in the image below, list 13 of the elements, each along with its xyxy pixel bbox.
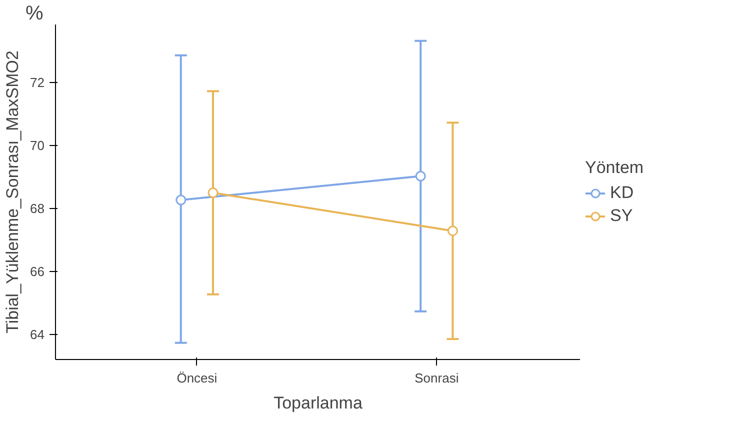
y-tick-label: 68 [30, 201, 45, 216]
legend-title: Yöntem [585, 158, 644, 178]
x-tick-label: Öncesi [176, 370, 218, 386]
x-axis-title: Toparlanma [274, 394, 363, 412]
x-tick-label: Sonrasi [414, 370, 459, 386]
y-tick-label: 72 [30, 75, 45, 90]
y-tick-label: 66 [30, 264, 45, 279]
legend-label: KD [610, 182, 634, 202]
y-tick-label: 64 [30, 326, 45, 342]
y-tick-label: 70 [30, 138, 45, 154]
text: % [26, 2, 44, 24]
y-axis-title: Tibial_Yüklenme_Sonrası_MaxSMO2 [3, 50, 22, 334]
legend-label: SY [610, 206, 633, 226]
